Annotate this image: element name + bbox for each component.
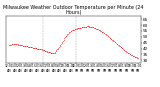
Title: Milwaukee Weather Outdoor Temperature per Minute (24 Hours): Milwaukee Weather Outdoor Temperature pe… (3, 5, 144, 15)
